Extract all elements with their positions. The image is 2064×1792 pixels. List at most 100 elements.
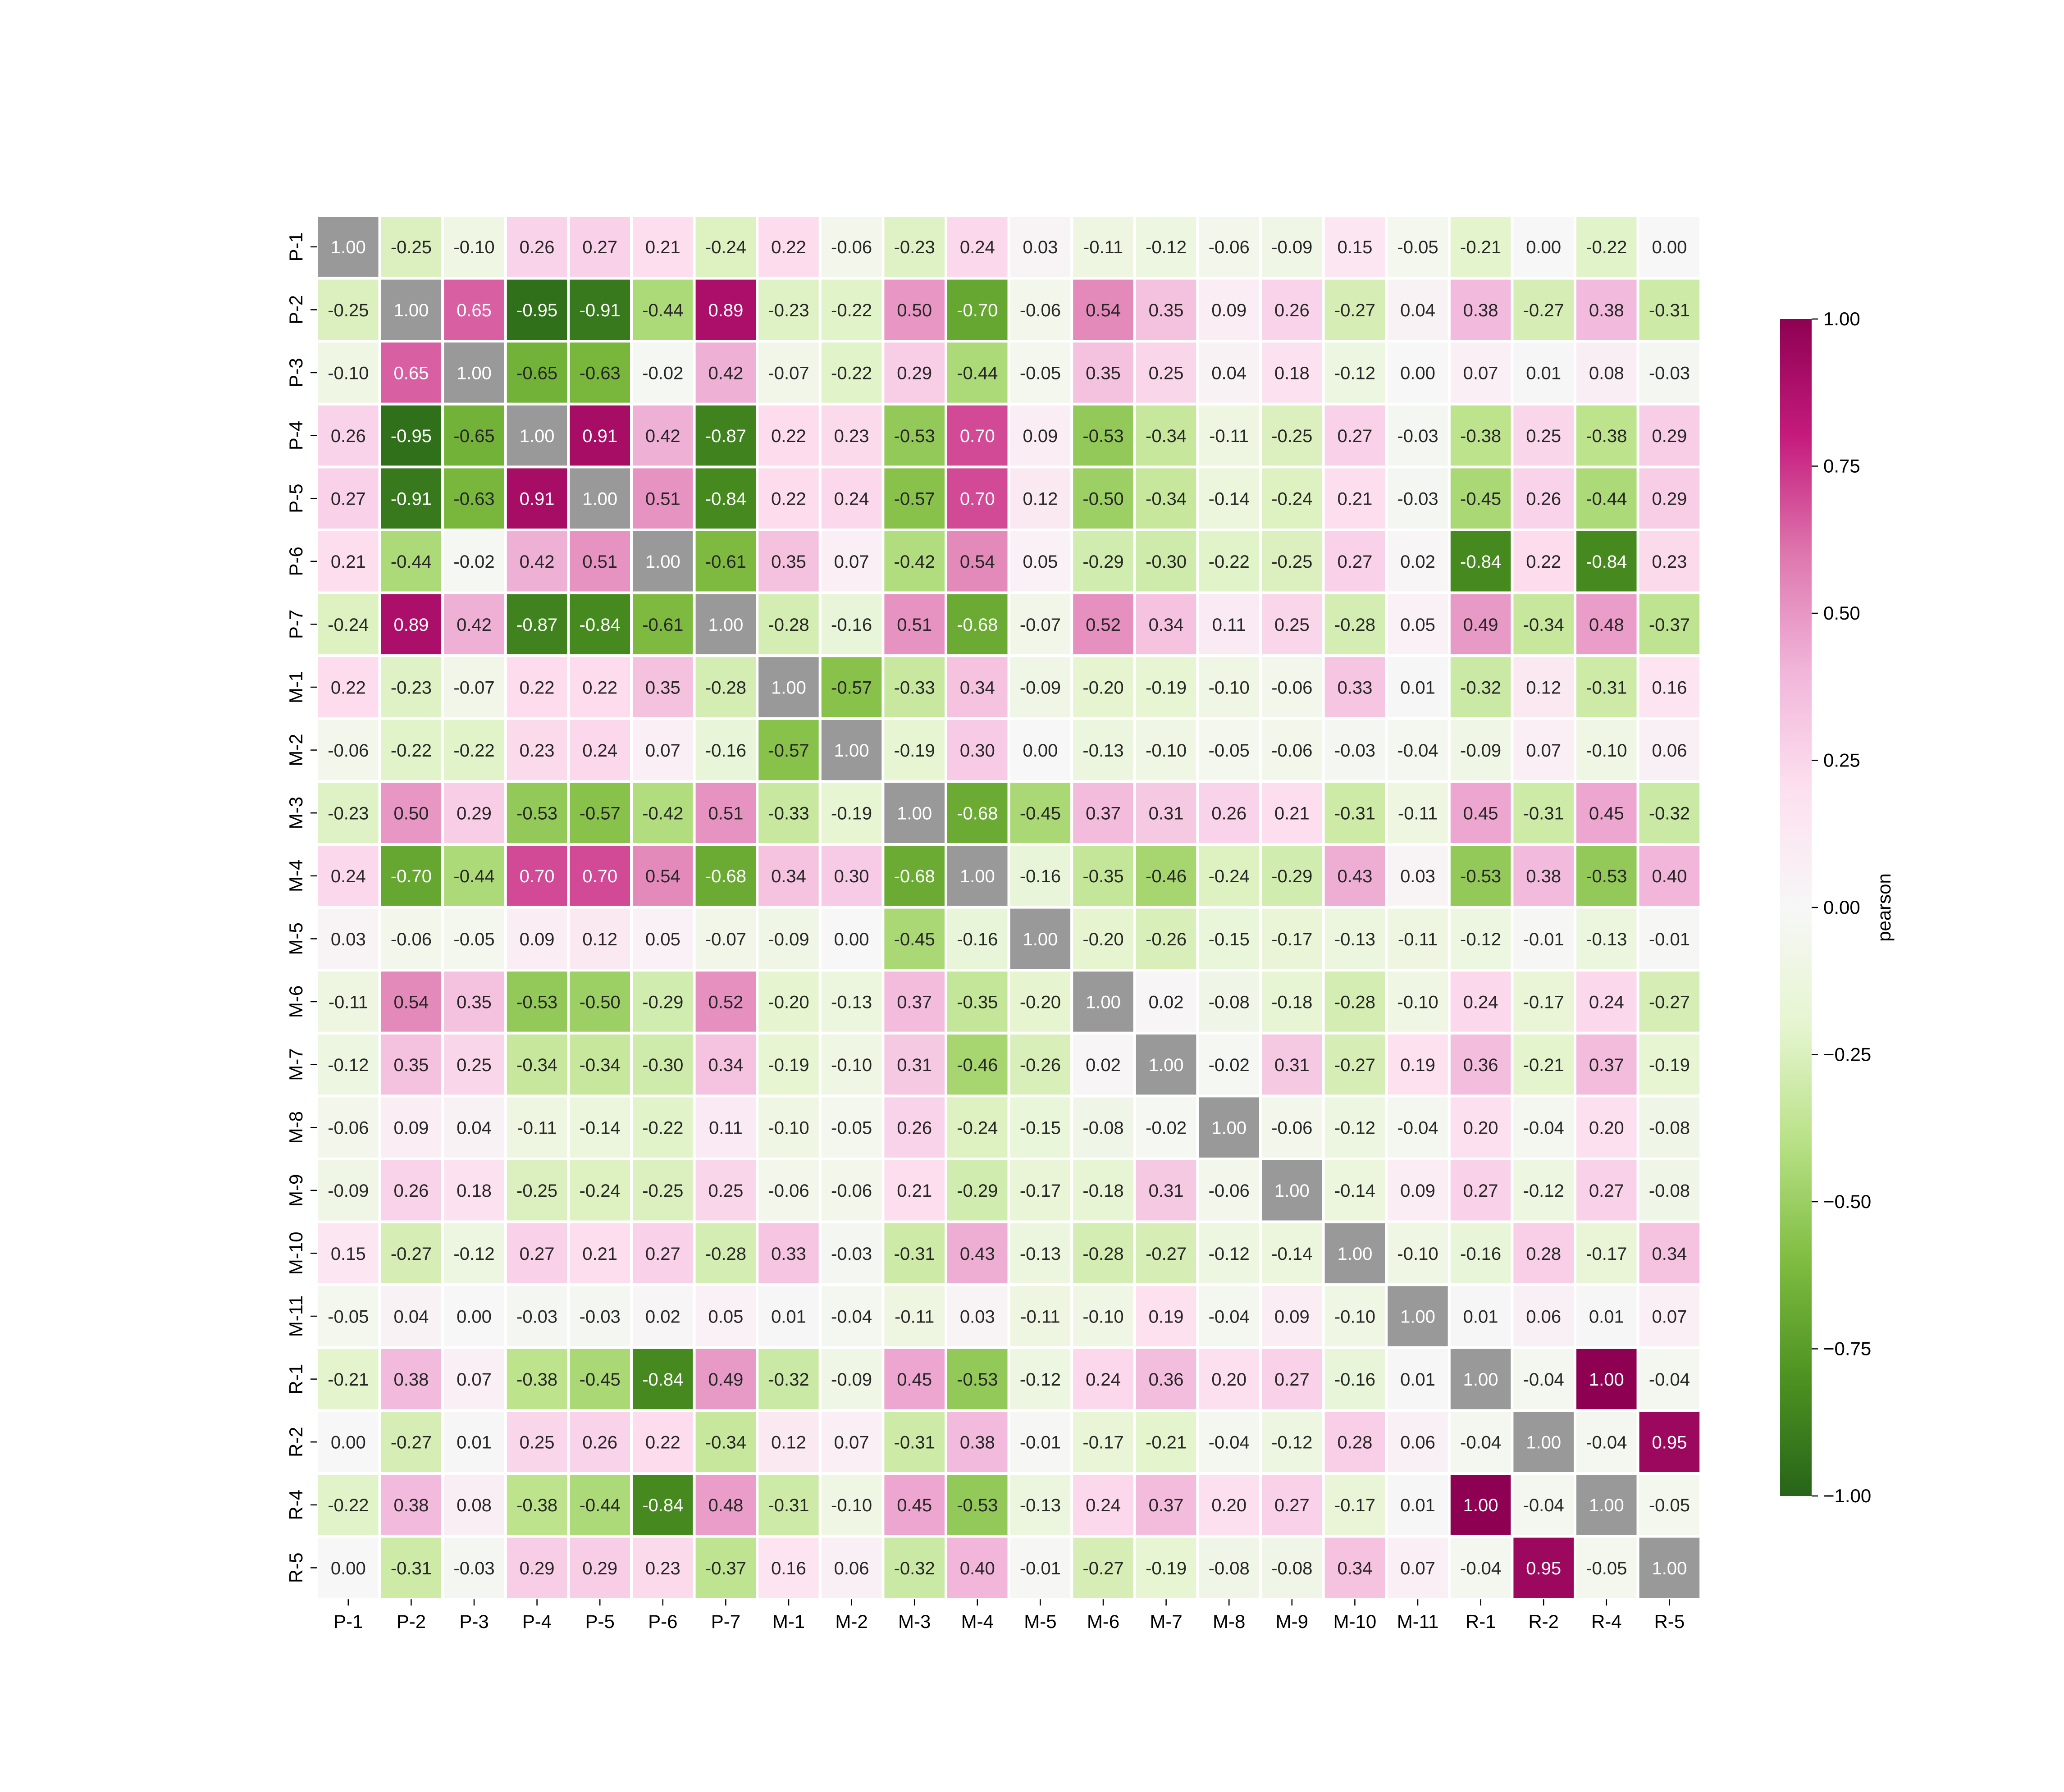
y-tick-label: M-6 [285,985,306,1018]
x-tick-label: P-4 [522,1611,552,1632]
cell-value-label: -0.28 [705,1244,746,1264]
cell-value-label: 0.00 [1400,363,1435,383]
cell-value-label: 0.06 [1526,1307,1561,1327]
x-tick-label: M-4 [961,1611,994,1632]
heatmap-cell [1259,214,1325,280]
cell-value-label: 0.24 [331,866,366,886]
cell-value-label: 0.22 [331,678,366,698]
heatmap-cell [1448,402,1514,469]
heatmap-cell [315,340,381,406]
heatmap-cell [1511,1094,1576,1160]
cell-value-label: -0.05 [1020,363,1061,383]
cell-value-label: -0.13 [1020,1244,1061,1264]
cell-value-label: 0.37 [1086,804,1121,824]
cell-value-label: -0.31 [894,1433,935,1453]
heatmap-cell [1636,906,1703,972]
cell-value-label: 0.25 [1526,426,1561,446]
cell-value-label: -0.27 [391,1244,432,1264]
heatmap-cell [1448,529,1514,594]
cell-value-label: 0.20 [1211,1496,1247,1515]
cell-value-label: 0.33 [1337,678,1372,698]
x-tick-label: P-6 [648,1611,677,1632]
heatmap-cell [630,717,696,783]
heatmap-cell [630,1094,696,1160]
cell-value-label: -0.19 [1146,678,1187,698]
cell-value-label: 0.42 [520,552,555,572]
cell-value-label: 0.51 [708,804,743,824]
heatmap-cell [1007,340,1073,406]
cell-value-label: -0.44 [391,552,432,572]
heatmap-cell [1574,780,1639,846]
cell-value-label: 0.15 [1337,237,1372,257]
x-tick-label: M-11 [1397,1611,1439,1632]
cell-value-label: -0.03 [1334,741,1375,761]
colorbar-tick-label: −1.00 [1823,1485,1871,1506]
cell-value-label: -0.06 [328,741,369,761]
cell-value-label: 0.27 [520,1244,555,1264]
cell-value-label: 1.00 [897,804,932,824]
cell-value-label: -0.05 [328,1307,369,1327]
cell-value-label: 0.01 [1400,1370,1435,1390]
cell-value-label: -0.09 [328,1181,369,1201]
cell-value-label: -0.37 [705,1559,746,1578]
cell-value-label: -0.13 [1586,930,1627,949]
cell-value-label: -0.10 [328,363,369,383]
cell-value-label: -0.24 [1271,489,1312,509]
heatmap-cell [1196,843,1262,909]
heatmap-cell [1448,1283,1514,1349]
cell-value-label: -0.35 [1082,866,1123,886]
heatmap-cell [504,1094,570,1160]
heatmap-cell [1636,1409,1703,1475]
heatmap-cell [1322,591,1388,657]
cell-value-label: -0.28 [705,678,746,698]
heatmap-cell [881,780,948,846]
cell-value-label: -0.46 [1146,866,1187,886]
cell-value-label: -0.20 [1082,678,1123,698]
cell-value-label: 0.02 [645,1307,680,1327]
cell-value-label: -0.05 [1209,741,1250,761]
cell-value-label: -0.16 [1460,1244,1501,1264]
cell-value-label: 0.04 [1211,363,1247,383]
heatmap-cell [378,591,444,657]
cell-value-label: -0.10 [768,1118,809,1138]
cell-value-label: -0.87 [516,615,557,635]
heatmap-cell [1196,340,1262,406]
cell-value-label: 0.16 [771,1559,806,1578]
cell-value-label: -0.10 [1397,1244,1438,1264]
heatmap-cell [1448,1472,1514,1538]
cell-value-label: 0.12 [582,930,617,949]
heatmap-cell [1636,780,1703,846]
cell-value-label: 0.35 [457,992,492,1012]
cell-value-label: 0.03 [1400,866,1435,886]
heatmap-cell [315,402,381,469]
heatmap-cell [1133,780,1199,846]
heatmap-cell [693,340,759,406]
cell-value-label: 0.34 [708,1055,743,1075]
x-axis: P-1 P-2 P-3 P-4 P-5 P-6 P-7 M-1 M-2 M-3 M-4 M-5 M-6 M… [333,1599,1685,1632]
heatmap-cell [378,1535,444,1601]
colorbar-tick-label: 0.75 [1823,456,1860,477]
cell-value-label: -0.03 [1397,489,1438,509]
cell-value-label: 0.38 [1589,301,1624,320]
heatmap-cell [630,1158,696,1223]
heatmap-cell [693,1283,759,1349]
cell-value-label: -0.06 [1271,678,1312,698]
cell-value-label: -0.38 [516,1370,557,1390]
heatmap-cell [945,1346,1010,1412]
cell-value-label: 0.26 [520,237,555,257]
cell-value-label: 0.20 [1211,1370,1247,1390]
heatmap-cell [1259,529,1325,594]
cell-value-label: 0.51 [645,489,680,509]
heatmap-cell [567,1535,633,1601]
heatmap-cell [945,465,1010,532]
cell-value-label: -0.46 [957,1055,998,1075]
heatmap-cell [945,717,1010,783]
y-tick-label: P-4 [285,421,306,450]
heatmap-cell [945,402,1010,469]
heatmap-cell [1133,654,1199,720]
cell-value-label: -0.35 [957,992,998,1012]
cell-value-label: 1.00 [1337,1244,1372,1264]
cell-value-label: 1.00 [1589,1370,1624,1390]
cell-value-label: -0.11 [1398,930,1438,949]
cell-value-label: -0.24 [580,1181,621,1201]
